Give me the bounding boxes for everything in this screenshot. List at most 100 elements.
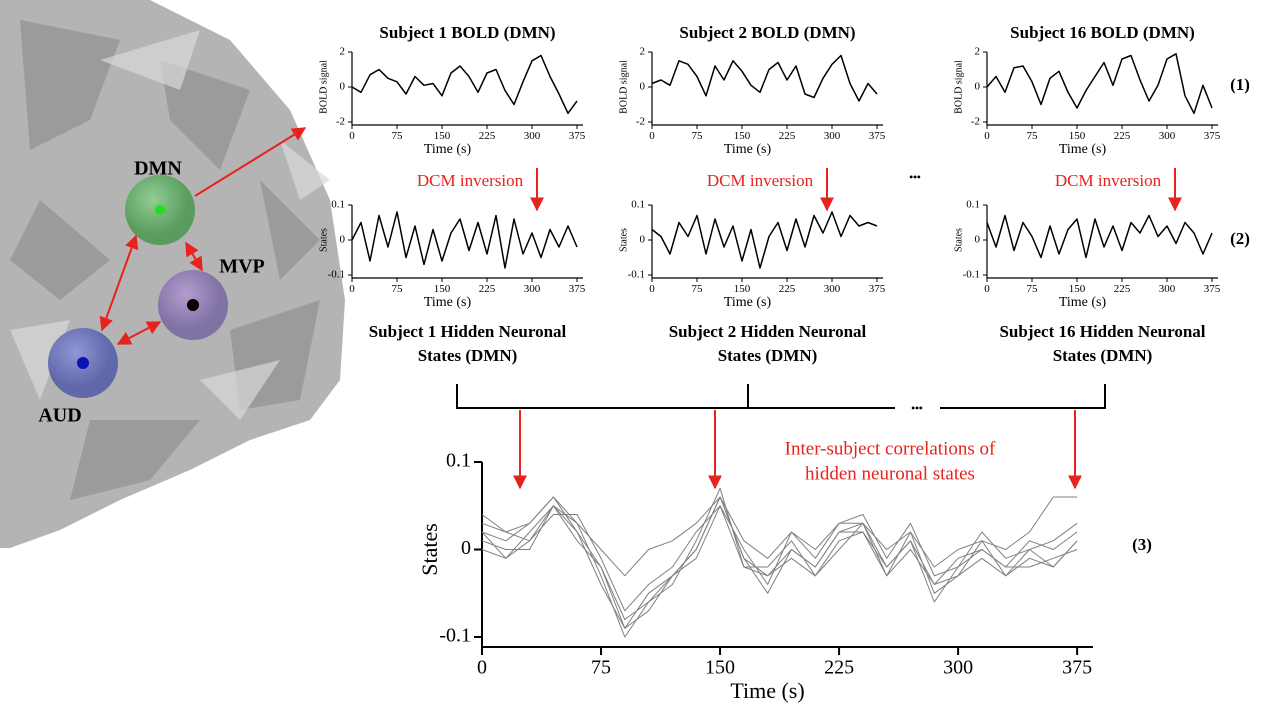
chart-title: Subject 16 BOLD (DMN) [1010, 23, 1195, 42]
x-tick-label: 300 [1159, 130, 1176, 142]
y-tick-label: 0.1 [631, 199, 645, 211]
series-line [651, 54, 878, 102]
x-tick-label: 150 [734, 283, 751, 295]
x-tick-label: 75 [692, 283, 704, 295]
y-tick-label: 2 [640, 46, 646, 58]
x-tick-label: 300 [524, 130, 541, 142]
y-tick-label: -0.1 [328, 269, 345, 281]
x-axis-label: Time (s) [724, 142, 772, 157]
x-tick-label: 75 [1027, 283, 1039, 295]
inversion-arrows [530, 168, 1182, 212]
x-tick-label: 225 [779, 283, 796, 295]
series-line [651, 211, 878, 269]
x-tick-label: 0 [349, 283, 355, 295]
y-tick-label: 0 [340, 234, 346, 246]
series-line [481, 496, 1078, 629]
y-axis-label: BOLD signal [618, 60, 629, 114]
annotation: hidden neuronal states [805, 463, 975, 484]
x-tick-label: 0 [349, 130, 355, 142]
series-line [351, 54, 578, 115]
series-line [481, 505, 1078, 629]
node-label: DMN [134, 158, 182, 180]
x-tick-label: 225 [824, 657, 854, 679]
x-tick-label: 300 [943, 657, 973, 679]
x-tick-label: 375 [1204, 283, 1221, 295]
bracket [456, 384, 1106, 409]
arrow-text: DCM inversion [417, 171, 524, 190]
row-label: (3) [1132, 535, 1152, 554]
y-tick-label: -0.1 [439, 625, 471, 647]
series-line [481, 505, 1078, 612]
node-label: MVP [219, 256, 265, 278]
x-tick-label: 225 [1114, 283, 1131, 295]
brain [0, 0, 345, 548]
x-tick-label: 150 [434, 130, 451, 142]
x-tick-label: 150 [705, 657, 735, 679]
chart-title: Subject 2 BOLD (DMN) [679, 23, 855, 42]
x-axis-label: Time (s) [724, 295, 772, 310]
group-arrows [513, 410, 1082, 490]
row-label: (2) [1230, 229, 1250, 248]
arrow-text: DCM inversion [707, 171, 814, 190]
ellipsis: ••• [911, 403, 923, 415]
arrow-text: DCM inversion [1055, 171, 1162, 190]
x-tick-label: 300 [524, 283, 541, 295]
x-tick-label: 225 [779, 130, 796, 142]
x-tick-label: 375 [569, 130, 586, 142]
x-tick-label: 150 [1069, 130, 1086, 142]
x-tick-label: 75 [392, 283, 404, 295]
x-axis-label: Time (s) [424, 142, 472, 157]
x-tick-label: 75 [591, 657, 611, 679]
x-tick-label: 0 [649, 130, 655, 142]
x-tick-label: 375 [869, 283, 886, 295]
x-axis-label: Time (s) [730, 678, 804, 703]
x-axis-label: Time (s) [1059, 142, 1107, 157]
x-tick-label: 75 [392, 130, 404, 142]
x-tick-label: 375 [1204, 130, 1221, 142]
x-tick-label: 300 [824, 283, 841, 295]
y-tick-label: 0 [640, 234, 646, 246]
y-tick-label: -2 [971, 116, 980, 128]
annotation: Inter-subject correlations of [785, 438, 996, 459]
y-tick-label: -0.1 [963, 269, 980, 281]
x-tick-label: 300 [824, 130, 841, 142]
node-label: AUD [38, 405, 81, 427]
y-axis-label: BOLD signal [953, 60, 964, 114]
series-line [481, 496, 1078, 620]
y-tick-label: 0.1 [331, 199, 345, 211]
y-axis-label: BOLD signal [318, 60, 329, 114]
y-tick-label: -2 [336, 116, 345, 128]
x-tick-label: 150 [434, 283, 451, 295]
x-tick-label: 375 [1062, 657, 1092, 679]
y-axis-label: States [618, 228, 629, 252]
series-line [986, 53, 1213, 115]
x-tick-label: 375 [569, 283, 586, 295]
chart-title: Subject 1 BOLD (DMN) [379, 23, 555, 42]
x-axis-label: Time (s) [1059, 295, 1107, 310]
x-tick-label: 0 [649, 283, 655, 295]
x-tick-label: 225 [1114, 130, 1131, 142]
y-axis-label: States [953, 228, 964, 252]
y-axis-label: States [417, 523, 442, 576]
x-tick-label: 75 [1027, 130, 1039, 142]
x-tick-label: 0 [984, 130, 990, 142]
x-axis-label: Time (s) [424, 295, 472, 310]
x-tick-label: 225 [479, 283, 496, 295]
x-tick-label: 225 [479, 130, 496, 142]
x-tick-label: 0 [477, 657, 487, 679]
x-tick-label: 0 [984, 283, 990, 295]
y-tick-label: 0 [640, 81, 646, 93]
y-tick-label: -0.1 [628, 269, 645, 281]
y-axis-label: States [318, 228, 329, 252]
series-line [481, 487, 1078, 638]
ellipsis: ••• [909, 172, 921, 184]
x-tick-label: 150 [734, 130, 751, 142]
series-line [986, 214, 1213, 259]
y-tick-label: 0 [975, 234, 981, 246]
x-tick-label: 150 [1069, 283, 1086, 295]
y-tick-label: -2 [636, 116, 645, 128]
x-tick-label: 75 [692, 130, 704, 142]
y-tick-label: 0.1 [446, 450, 471, 472]
series-line [351, 211, 578, 269]
